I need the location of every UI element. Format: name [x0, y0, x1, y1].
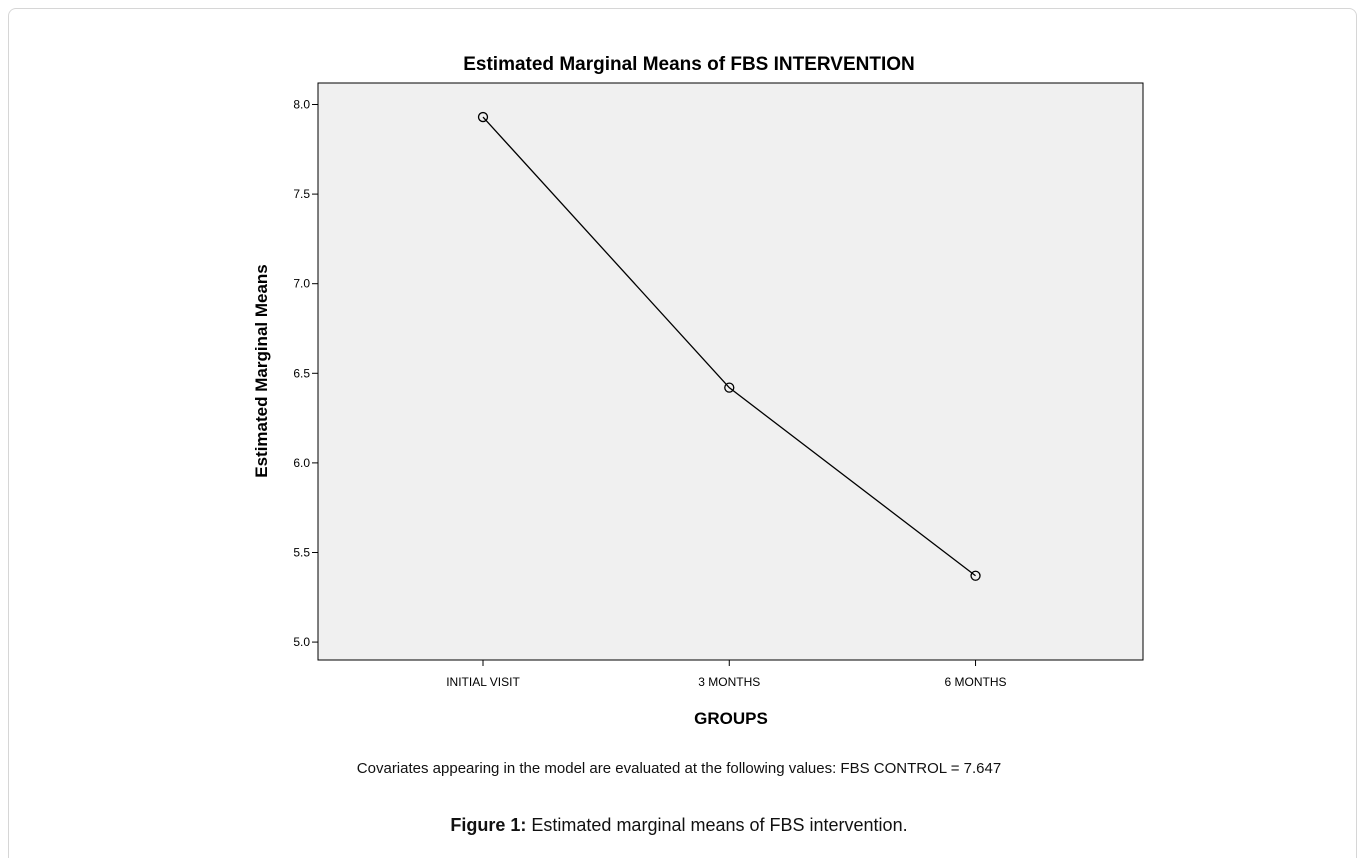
- y-tick-label: 7.0: [293, 277, 310, 291]
- x-tick-label: 3 MONTHS: [698, 675, 760, 689]
- data-point: [724, 382, 735, 393]
- y-tick-label: 6.5: [293, 366, 310, 380]
- y-axis-label: Estimated Marginal Means: [252, 264, 271, 478]
- caption-label: Figure 1:: [450, 815, 527, 835]
- y-tick-label: 5.0: [293, 635, 310, 649]
- covariates-note: Covariates appearing in the model are ev…: [356, 760, 1002, 777]
- y-axis: 5.0 5.5 6.0 6.5 7.0 7.5 8.0: [293, 98, 318, 649]
- y-tick-label: 7.5: [293, 187, 310, 201]
- series-line: [482, 116, 976, 577]
- chart: Estimated Marginal Means of FBS INTERVEN…: [252, 54, 1144, 728]
- figure-frame: [8, 8, 1357, 858]
- x-axis-label: GROUPS: [694, 709, 768, 728]
- x-tick-label: INITIAL VISIT: [446, 675, 520, 689]
- plot-area: [317, 82, 1144, 661]
- caption-text: Estimated marginal means of FBS interven…: [526, 815, 908, 835]
- y-tick-label: 8.0: [293, 98, 310, 112]
- chart-title: Estimated Marginal Means of FBS INTERVEN…: [463, 54, 915, 75]
- y-tick-label: 6.0: [293, 456, 310, 470]
- x-axis: INITIAL VISIT 3 MONTHS 6 MONTHS: [446, 660, 1007, 689]
- data-point: [970, 570, 981, 581]
- y-tick-label: 5.5: [293, 545, 310, 559]
- x-tick-label: 6 MONTHS: [945, 675, 1007, 689]
- series: [477, 111, 981, 581]
- figure-caption: Figure 1: Estimated marginal means of FB…: [0, 815, 1358, 836]
- data-point: [477, 111, 489, 123]
